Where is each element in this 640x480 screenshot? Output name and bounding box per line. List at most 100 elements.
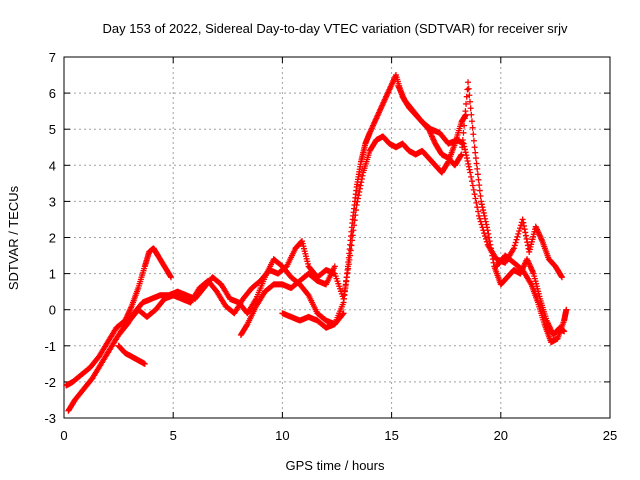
data-point xyxy=(472,155,479,162)
data-point xyxy=(351,222,358,229)
data-point xyxy=(465,85,472,92)
data-point xyxy=(347,252,354,259)
data-point xyxy=(342,282,349,289)
data-point xyxy=(461,122,468,129)
x-tick-label: 5 xyxy=(170,428,177,443)
y-tick-label: 0 xyxy=(49,303,56,318)
y-tick-label: 6 xyxy=(49,86,56,101)
data-point xyxy=(349,232,356,239)
data-point xyxy=(473,199,480,206)
data-point xyxy=(341,291,348,298)
data-point xyxy=(349,237,356,244)
data-point xyxy=(358,176,365,183)
data-point xyxy=(340,295,347,302)
data-point xyxy=(356,189,363,196)
data-point xyxy=(350,227,357,234)
y-tick-label: -3 xyxy=(44,411,56,426)
data-point xyxy=(461,146,468,153)
data-point xyxy=(469,124,476,131)
data-point xyxy=(462,149,469,156)
data-point xyxy=(466,92,473,99)
chart-title: Day 153 of 2022, Sidereal Day-to-day VTE… xyxy=(102,21,568,36)
data-point xyxy=(482,218,489,225)
data-point xyxy=(472,149,479,156)
y-tick-label: -2 xyxy=(44,375,56,390)
data-point xyxy=(465,79,472,86)
data-point xyxy=(474,165,481,172)
data-point xyxy=(486,238,493,245)
data-point xyxy=(344,269,351,276)
data-point xyxy=(485,230,492,237)
x-tick-label: 25 xyxy=(603,428,617,443)
data-point xyxy=(460,140,467,147)
data-point xyxy=(483,238,490,245)
series-track-8 xyxy=(493,252,570,346)
data-point xyxy=(353,207,360,214)
data-point xyxy=(482,215,489,222)
data-point xyxy=(462,111,469,118)
data-point xyxy=(513,236,520,243)
data-point xyxy=(167,273,174,280)
y-tick-label: 2 xyxy=(49,231,56,246)
x-tick-label: 20 xyxy=(494,428,508,443)
data-point xyxy=(355,192,362,199)
data-point xyxy=(346,256,353,263)
data-point xyxy=(461,143,468,150)
data-point xyxy=(356,185,363,192)
data-point xyxy=(563,306,570,313)
y-tick-label: 7 xyxy=(49,50,56,65)
data-point xyxy=(490,259,497,266)
data-point xyxy=(479,224,486,231)
data-point xyxy=(519,216,526,223)
data-point xyxy=(468,111,475,118)
y-tick-label: 3 xyxy=(49,194,56,209)
data-point xyxy=(475,208,482,215)
series-track-7 xyxy=(395,82,565,281)
data-marks xyxy=(63,72,570,414)
series-track-4 xyxy=(117,111,469,335)
data-point xyxy=(476,187,483,194)
data-point xyxy=(358,179,365,186)
data-point xyxy=(476,182,483,189)
data-point xyxy=(352,212,359,219)
data-point xyxy=(515,230,522,237)
data-point xyxy=(482,233,489,240)
data-point xyxy=(512,239,519,246)
x-axis-label: GPS time / hours xyxy=(286,458,385,473)
data-point xyxy=(168,274,175,281)
data-point xyxy=(475,176,482,183)
y-axis-label: SDTVAR / TECUs xyxy=(6,185,21,290)
data-point xyxy=(470,186,477,193)
data-point xyxy=(520,219,527,226)
data-point xyxy=(467,98,474,105)
x-tick-label: 10 xyxy=(275,428,289,443)
data-point xyxy=(347,247,354,254)
data-point xyxy=(470,131,477,138)
data-point xyxy=(514,233,521,240)
series-track-1 xyxy=(63,245,175,389)
data-point xyxy=(486,234,493,241)
data-point xyxy=(479,204,486,211)
data-point xyxy=(510,245,517,252)
data-point xyxy=(468,173,475,180)
data-point xyxy=(480,207,487,214)
data-point xyxy=(359,172,366,179)
data-point xyxy=(522,229,529,236)
data-point xyxy=(468,178,475,185)
y-tick-label: 4 xyxy=(49,158,56,173)
data-point xyxy=(463,100,470,107)
data-point xyxy=(467,169,474,176)
data-point xyxy=(516,228,523,235)
data-point xyxy=(471,191,478,198)
data-point xyxy=(521,226,528,233)
data-point xyxy=(474,171,481,178)
data-point xyxy=(341,287,348,294)
y-tick-label: -1 xyxy=(44,339,56,354)
data-point xyxy=(345,261,352,268)
data-point xyxy=(357,182,364,189)
data-point xyxy=(467,105,474,112)
data-point xyxy=(477,192,484,199)
data-point xyxy=(473,160,480,167)
data-point xyxy=(466,166,473,173)
